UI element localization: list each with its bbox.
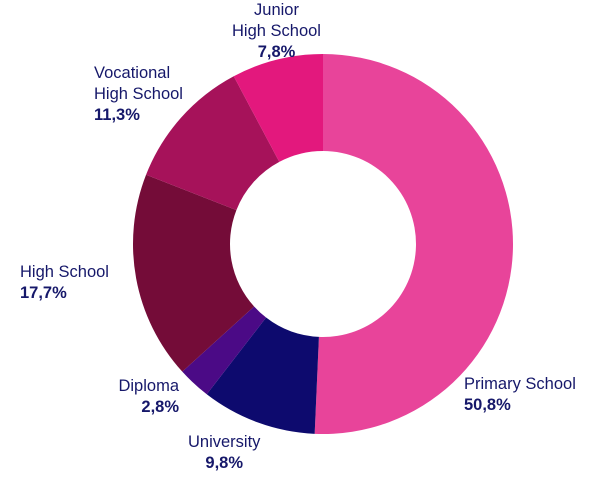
label-value: 50,8% (464, 396, 511, 414)
donut-slice-high-school (132, 174, 255, 372)
label-name-line: Vocational (94, 64, 171, 82)
label-value: 17,7% (20, 284, 67, 302)
donut-slice-university (206, 317, 319, 434)
label-primary-school: Primary School 50,8% (464, 374, 576, 416)
label-name-line: High School (232, 22, 321, 40)
label-junior-high-school: Junior High School 7,8% (232, 0, 321, 63)
donut-slice-primary-school (314, 54, 513, 434)
donut-slice-junior-high-school (233, 54, 323, 162)
label-name-line: Junior (254, 1, 299, 19)
label-value: 7,8% (257, 43, 296, 61)
donut-slice-diploma (182, 306, 267, 395)
label-value: 2,8% (141, 398, 179, 416)
label-diploma: Diploma 2,8% (118, 376, 179, 418)
label-name: Diploma (118, 377, 179, 395)
label-university: University 9,8% (188, 432, 260, 474)
label-value: 9,8% (205, 454, 244, 472)
label-name: University (188, 433, 261, 451)
label-vocational-high-school: Vocational High School 11,3% (94, 63, 183, 126)
label-name: Primary School (464, 375, 576, 393)
label-high-school: High School 17,7% (20, 262, 109, 304)
label-name-line: High School (94, 85, 183, 103)
label-name: High School (20, 263, 109, 281)
donut-slice-vocational-high-school (146, 76, 280, 211)
label-value: 11,3% (94, 106, 140, 124)
